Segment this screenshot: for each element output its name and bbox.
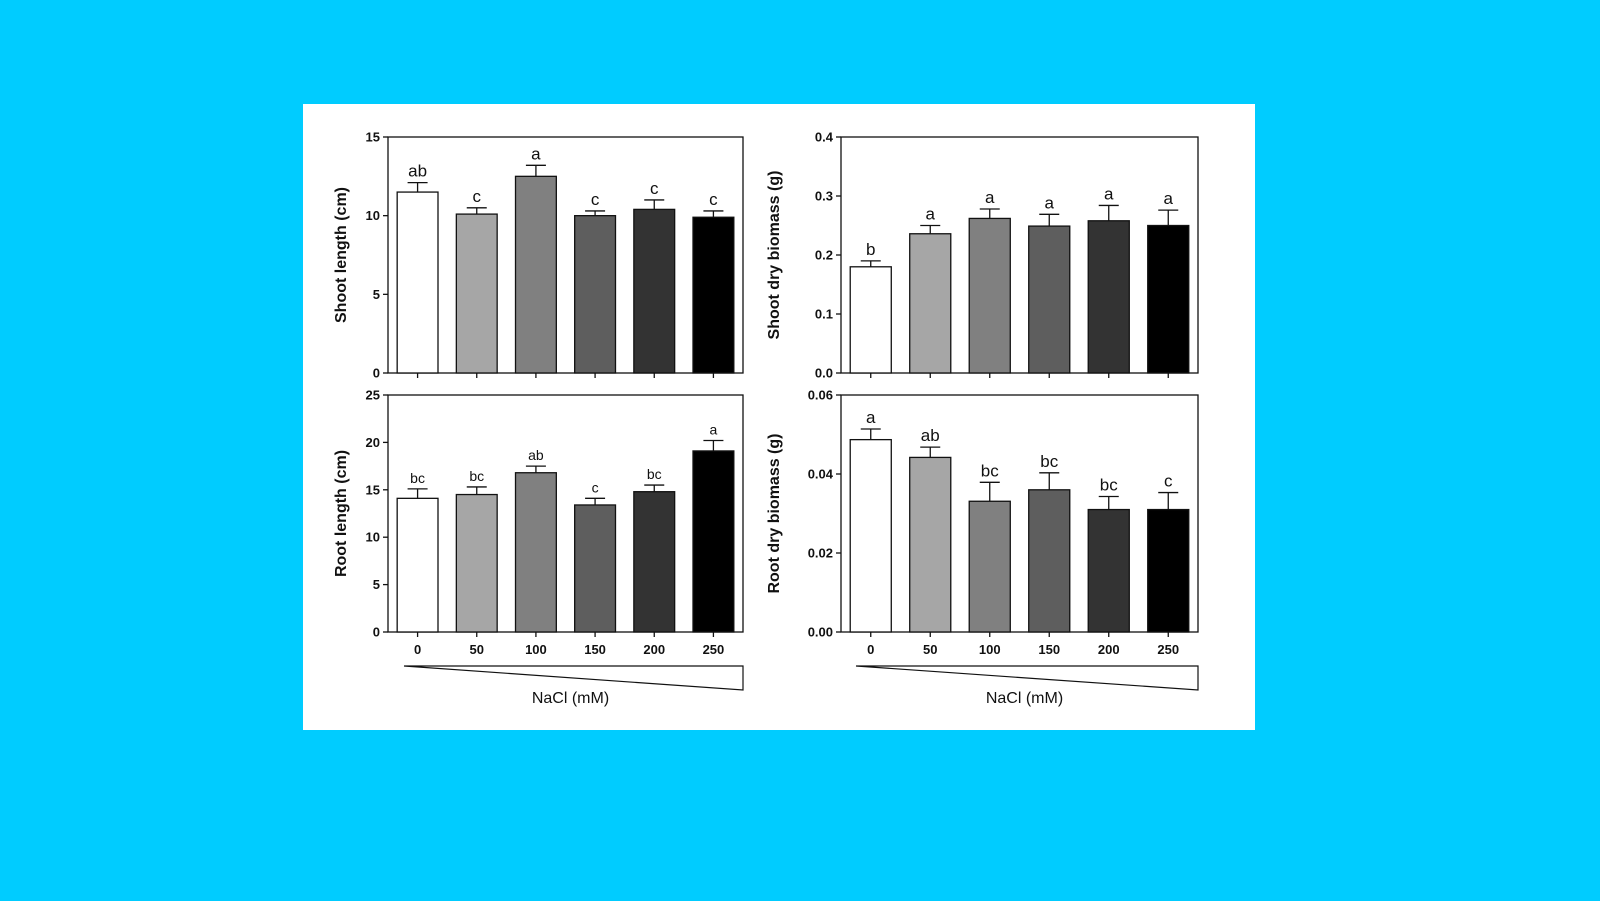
bar bbox=[909, 456, 952, 633]
x-tick-label: 200 bbox=[1098, 642, 1120, 657]
y-axis-label: Root length (cm) bbox=[333, 450, 350, 577]
significance-letter: a bbox=[710, 422, 718, 438]
y-tick-label: 5 bbox=[373, 287, 380, 302]
bar bbox=[514, 175, 557, 374]
significance-letter: c bbox=[1164, 472, 1173, 491]
bar bbox=[455, 493, 498, 633]
y-tick-label: 10 bbox=[366, 530, 380, 545]
significance-letter: ab bbox=[921, 426, 940, 445]
significance-letter: a bbox=[1045, 193, 1055, 212]
y-tick-label: 15 bbox=[366, 130, 380, 145]
significance-letter: a bbox=[985, 188, 995, 207]
concentration-wedge bbox=[403, 665, 744, 691]
significance-letter: b bbox=[866, 240, 875, 259]
significance-letter: bc bbox=[469, 468, 484, 484]
significance-letter: c bbox=[592, 479, 599, 495]
bar bbox=[633, 208, 676, 374]
y-axis-label: Shoot dry biomass (g) bbox=[766, 171, 783, 340]
y-tick-label: 0.04 bbox=[808, 467, 834, 482]
x-tick-label: 50 bbox=[923, 642, 937, 657]
y-tick-label: 10 bbox=[366, 208, 380, 223]
bar bbox=[909, 233, 952, 374]
plot-frame bbox=[387, 136, 744, 374]
y-axis-label: Shoot length (cm) bbox=[333, 187, 350, 323]
bar bbox=[692, 216, 735, 374]
significance-letter: a bbox=[1104, 184, 1114, 203]
significance-letter: c bbox=[473, 187, 482, 206]
y-tick-label: 0.02 bbox=[808, 546, 833, 561]
x-tick-label: 100 bbox=[525, 642, 547, 657]
significance-letter: ab bbox=[408, 162, 427, 181]
bar bbox=[968, 217, 1011, 374]
significance-letter: a bbox=[1164, 189, 1174, 208]
significance-letter: c bbox=[650, 179, 659, 198]
x-tick-label: 150 bbox=[1038, 642, 1060, 657]
bar bbox=[849, 438, 892, 633]
y-tick-label: 15 bbox=[366, 482, 380, 497]
y-tick-label: 0.06 bbox=[808, 388, 833, 403]
significance-letter: c bbox=[591, 190, 600, 209]
bar bbox=[396, 191, 439, 374]
x-tick-label: 200 bbox=[643, 642, 665, 657]
significance-letter: bc bbox=[647, 466, 662, 482]
y-tick-label: 0 bbox=[373, 366, 380, 381]
x-tick-label: 250 bbox=[703, 642, 725, 657]
significance-letter: a bbox=[531, 144, 541, 163]
y-axis-label: Root dry biomass (g) bbox=[766, 433, 783, 593]
y-tick-label: 25 bbox=[366, 388, 380, 403]
bar bbox=[1087, 508, 1130, 633]
y-tick-label: 0.2 bbox=[815, 248, 833, 263]
bar bbox=[514, 472, 557, 633]
bar bbox=[849, 266, 892, 374]
significance-letter: bc bbox=[1040, 452, 1058, 471]
bar bbox=[692, 450, 735, 633]
plot-frame bbox=[387, 394, 744, 633]
y-tick-label: 5 bbox=[373, 577, 380, 592]
x-tick-label: 250 bbox=[1157, 642, 1179, 657]
x-tick-label: 0 bbox=[414, 642, 421, 657]
bar bbox=[574, 215, 617, 374]
x-tick-label: 100 bbox=[979, 642, 1001, 657]
y-tick-label: 0.0 bbox=[815, 366, 833, 381]
bar bbox=[455, 213, 498, 374]
bar bbox=[633, 491, 676, 633]
significance-letter: bc bbox=[410, 470, 425, 486]
plot-frame bbox=[840, 394, 1199, 633]
significance-letter: a bbox=[926, 205, 936, 224]
figure-panel: 0 5 10 15 Shoot length (cm) ab c a c c c 0.0 0.1 0.2 0… bbox=[303, 104, 1255, 730]
x-axis-title: NaCl (mM) bbox=[532, 690, 609, 707]
concentration-wedge bbox=[855, 665, 1199, 691]
x-axis-title: NaCl (mM) bbox=[986, 690, 1063, 707]
bar bbox=[396, 497, 439, 633]
bar bbox=[1147, 224, 1190, 374]
significance-letter: ab bbox=[528, 447, 544, 463]
x-tick-label: 150 bbox=[584, 642, 606, 657]
y-tick-label: 0.3 bbox=[815, 189, 833, 204]
y-tick-label: 0 bbox=[373, 625, 380, 640]
bar bbox=[1087, 220, 1130, 374]
y-tick-label: 0.1 bbox=[815, 307, 833, 322]
significance-letter: bc bbox=[1100, 476, 1118, 495]
y-tick-label: 20 bbox=[366, 435, 380, 450]
plot-frame bbox=[840, 136, 1199, 374]
x-tick-label: 0 bbox=[867, 642, 874, 657]
y-tick-label: 0.00 bbox=[808, 625, 833, 640]
bar bbox=[1028, 225, 1071, 374]
y-tick-label: 0.4 bbox=[815, 130, 834, 145]
x-tick-label: 50 bbox=[470, 642, 484, 657]
significance-letter: bc bbox=[981, 461, 999, 480]
bar bbox=[968, 500, 1011, 633]
bar bbox=[1028, 489, 1071, 633]
bar bbox=[1147, 508, 1190, 633]
significance-letter: c bbox=[709, 190, 718, 209]
bar bbox=[574, 504, 617, 633]
significance-letter: a bbox=[866, 408, 876, 427]
